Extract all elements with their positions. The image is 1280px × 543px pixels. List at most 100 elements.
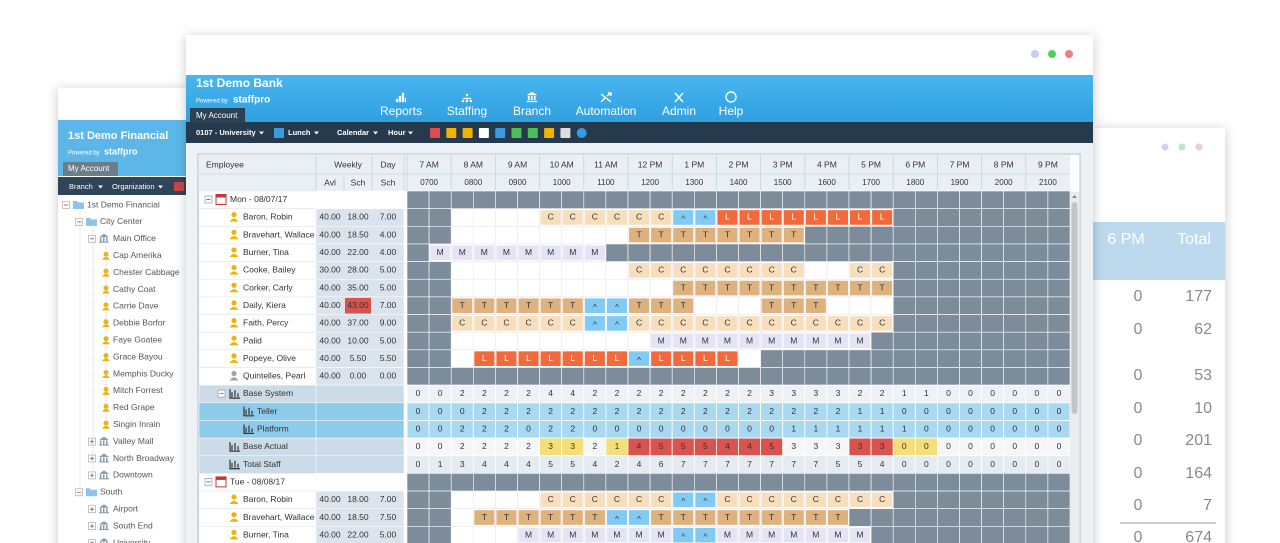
grid-cell bbox=[1047, 526, 1071, 543]
summary-value: 0 bbox=[1057, 441, 1062, 451]
expander-sign bbox=[90, 524, 94, 529]
shift-cell bbox=[695, 210, 716, 225]
summary-value: 0 bbox=[924, 406, 929, 416]
shift-code: L bbox=[659, 353, 664, 363]
shift-cell bbox=[651, 316, 672, 331]
shift-code: T bbox=[747, 512, 752, 522]
grid-cell bbox=[892, 226, 916, 245]
summary-value: 2 bbox=[592, 441, 597, 451]
cell: 62 bbox=[1194, 321, 1212, 338]
cell: 0 bbox=[1134, 432, 1143, 449]
grid-cell bbox=[605, 367, 629, 386]
shift-code: T bbox=[659, 229, 664, 239]
weekly-scheduled: 5.50 bbox=[350, 353, 367, 363]
scroll-arrow bbox=[1072, 195, 1077, 198]
grid-cell bbox=[914, 526, 938, 543]
shift-code: C bbox=[879, 318, 885, 328]
toolbar-icon bbox=[511, 128, 522, 138]
grid-cell bbox=[892, 278, 916, 298]
shift-code: L bbox=[703, 353, 708, 363]
summary-value: 3 bbox=[460, 459, 465, 469]
person-icon bbox=[231, 317, 237, 324]
grid-cell bbox=[472, 526, 496, 543]
summary-value: 0 bbox=[438, 388, 443, 398]
person-icon bbox=[229, 306, 239, 310]
shift-code: C bbox=[879, 494, 885, 504]
nav-icon bbox=[461, 93, 473, 103]
grid-cell bbox=[539, 261, 562, 280]
shift-cell bbox=[739, 333, 760, 349]
day-scheduled: 5.00 bbox=[380, 529, 397, 539]
summary-value: 4 bbox=[725, 441, 730, 451]
shift-code: C bbox=[636, 494, 642, 504]
grid-cell bbox=[428, 526, 452, 543]
shift-code: M bbox=[503, 247, 510, 257]
weekly-scheduled: 18.50 bbox=[347, 229, 369, 239]
summary-value: 2 bbox=[526, 441, 531, 451]
chart-icon bbox=[243, 424, 254, 435]
summary-value: 4 bbox=[637, 441, 642, 451]
summary-value: 0 bbox=[924, 441, 929, 451]
grid-cell bbox=[1003, 526, 1027, 543]
person-icon bbox=[103, 353, 109, 359]
weekly-available: 40.00 bbox=[319, 300, 341, 310]
shift-cell bbox=[673, 527, 694, 543]
shift-cell bbox=[850, 527, 871, 543]
shift-cell bbox=[739, 210, 760, 225]
shift-code: T bbox=[857, 282, 862, 292]
cell: 0 bbox=[1134, 288, 1143, 305]
grid-cell bbox=[738, 473, 761, 492]
row-cell bbox=[315, 473, 405, 492]
grid-cell bbox=[583, 367, 607, 386]
summary-value: 0 bbox=[902, 406, 907, 416]
shift-cell bbox=[562, 245, 583, 261]
summary-value: 5 bbox=[703, 441, 708, 451]
hour-label: 8 PM bbox=[994, 159, 1014, 169]
summary-value: 0 bbox=[438, 406, 443, 416]
shift-code: L bbox=[681, 353, 686, 363]
grid-cell bbox=[959, 296, 982, 315]
header-band bbox=[186, 75, 1093, 122]
shift-code: C bbox=[857, 318, 863, 328]
grid-cell bbox=[671, 190, 695, 209]
dropdown-arrow bbox=[408, 131, 413, 135]
shift-cell bbox=[783, 333, 804, 349]
grid-cell bbox=[1003, 226, 1027, 245]
grid-cell bbox=[914, 490, 938, 509]
app-title: 1st Demo Financial bbox=[68, 130, 168, 142]
summary-value: 0 bbox=[990, 406, 995, 416]
person-icon bbox=[102, 273, 110, 277]
shift-cell bbox=[805, 298, 826, 314]
hour-label: 2 PM bbox=[729, 159, 749, 169]
summary-value: 2 bbox=[504, 406, 509, 416]
grid-cell bbox=[450, 490, 474, 509]
employee-name: Burner, Tina bbox=[243, 247, 289, 257]
summary-value: 0 bbox=[1012, 441, 1017, 451]
chart-icon bbox=[229, 459, 240, 470]
summary-value: 1 bbox=[924, 388, 929, 398]
grid-cell bbox=[428, 296, 452, 315]
summary-value: 0 bbox=[438, 441, 443, 451]
grid-cell bbox=[870, 473, 894, 492]
shift-cell bbox=[562, 510, 583, 525]
grid-cell bbox=[804, 190, 828, 209]
grid-cell bbox=[472, 208, 496, 227]
summary-value: 2 bbox=[703, 388, 708, 398]
shift-code: T bbox=[813, 282, 818, 292]
shift-code: C bbox=[813, 318, 819, 328]
grid-cell bbox=[937, 367, 960, 386]
tree-item: Airport bbox=[113, 503, 139, 513]
grid-cell bbox=[848, 296, 872, 315]
grid-cell bbox=[870, 226, 894, 245]
shift-cell bbox=[717, 351, 738, 366]
shift-code: T bbox=[769, 300, 774, 310]
shift-cell bbox=[629, 227, 650, 243]
shift-code: C bbox=[791, 318, 797, 328]
grid-cell bbox=[605, 226, 629, 245]
employee-name: Bravehart, Wallace bbox=[243, 229, 315, 239]
person-icon bbox=[229, 536, 239, 540]
grid-cell bbox=[848, 508, 872, 527]
summary-value: 5 bbox=[548, 459, 553, 469]
grid-cell bbox=[892, 349, 916, 368]
window-dot bbox=[1048, 50, 1056, 58]
